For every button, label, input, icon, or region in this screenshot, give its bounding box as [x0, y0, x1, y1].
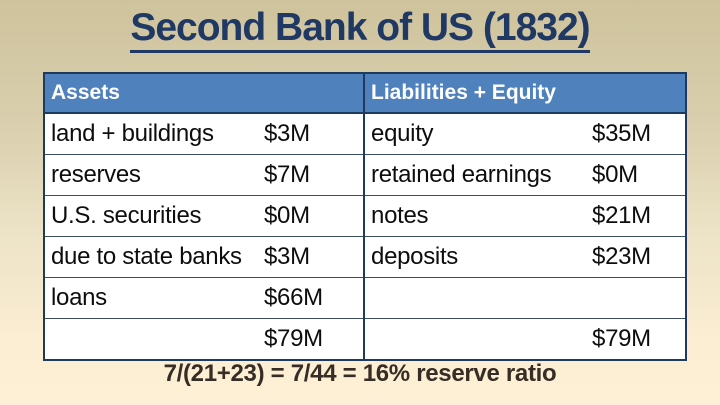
asset-label: U.S. securities	[44, 195, 264, 237]
balance-sheet-body: land + buildings $3M equity $35M reserve…	[44, 113, 687, 360]
liability-value	[592, 277, 687, 319]
reserve-ratio-note: 7/(21+23) = 7/44 = 16% reserve ratio	[163, 360, 557, 387]
asset-label: loans	[44, 277, 264, 319]
asset-label	[44, 318, 264, 360]
asset-label: due to state banks	[44, 236, 264, 278]
balance-sheet-table: Assets Liabilities + Equity land + build…	[43, 72, 688, 361]
liabilities-header: Liabilities + Equity	[363, 73, 687, 114]
asset-value: $0M	[264, 195, 365, 237]
liability-label: retained earnings	[363, 154, 593, 196]
asset-label: land + buildings	[51, 120, 214, 147]
asset-value: $79M	[264, 318, 365, 360]
liability-value: $23M	[592, 236, 687, 278]
liability-label: equity	[363, 113, 593, 155]
table-row: $79M $79M	[44, 318, 687, 360]
table-row: loans $66M	[44, 277, 687, 319]
liability-value: $35M	[592, 120, 651, 147]
slide-title: Second Bank of US (1832)	[0, 6, 720, 53]
liability-value: $0M	[592, 154, 687, 196]
liability-label	[363, 277, 593, 319]
table-row: land + buildings $3M equity $35M	[44, 113, 686, 155]
header-row: Assets Liabilities + Equity	[44, 73, 687, 114]
liability-value: $21M	[592, 195, 687, 237]
balance-sheet-header: Assets Liabilities + Equity	[44, 73, 687, 114]
liability-label	[363, 318, 593, 360]
table-row: due to state banks $3M deposits $23M	[44, 236, 687, 278]
liability-value: $79M	[592, 318, 687, 360]
liability-label: notes	[363, 195, 593, 237]
asset-value: $66M	[264, 277, 365, 319]
asset-value: $3M	[264, 120, 310, 147]
asset-value: $7M	[264, 154, 365, 196]
asset-value: $3M	[264, 236, 365, 278]
table-row: reserves $7M retained earnings $0M	[44, 154, 687, 196]
table-row: U.S. securities $0M notes $21M	[44, 195, 687, 237]
asset-label: reserves	[44, 154, 264, 196]
slide-title-text: Second Bank of US (1832)	[130, 6, 591, 53]
assets-header: Assets	[44, 73, 365, 114]
liability-label: deposits	[363, 236, 593, 278]
